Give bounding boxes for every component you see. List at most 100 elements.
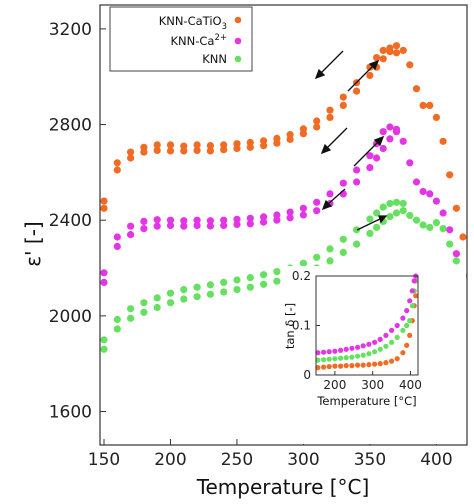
- data-point-knn-catio3-heating: [100, 204, 108, 212]
- data-point-knn-ca2-heating: [193, 221, 201, 230]
- data-point-knn-ca2-heating: [313, 207, 321, 215]
- data-point-knn-cooling: [140, 299, 148, 307]
- data-point-knn-ca2-cooling: [127, 222, 135, 230]
- data-point-knn-ca2-cooling: [339, 179, 347, 187]
- data-point-knn-heating: [260, 280, 268, 288]
- data-point-knn-ca2-cooling: [273, 211, 281, 219]
- inset-data-point-knn-ca2: [366, 341, 372, 347]
- data-point-knn-catio3-heating: [326, 113, 334, 121]
- data-point-knn-heating: [113, 325, 121, 333]
- data-point-knn-cooling: [220, 278, 228, 286]
- data-point-knn-ca2-cooling: [313, 198, 321, 206]
- inset-axes: 200 300 400 0 0.1 0.2: [292, 269, 422, 392]
- data-point-knn-catio3-cooling: [100, 197, 108, 205]
- inset-data-point-knn-catio3: [407, 332, 413, 338]
- data-point-knn-ca2-cooling: [220, 216, 228, 224]
- inset-data-point-knn: [321, 357, 327, 363]
- data-point-knn-catio3-heating: [459, 233, 467, 241]
- inset-data-point-knn: [326, 356, 332, 362]
- data-point-knn-catio3-cooling: [153, 141, 161, 149]
- inset-data-point-knn-catio3: [372, 361, 378, 367]
- data-point-knn-heating: [233, 286, 241, 294]
- data-point-knn-heating: [439, 225, 447, 233]
- data-point-knn-catio3-cooling: [386, 44, 394, 52]
- inset-data-point-knn-ca2: [321, 349, 327, 355]
- data-point-knn-ca2-cooling: [180, 217, 188, 225]
- data-point-knn-ca2-cooling: [386, 123, 394, 131]
- inset-data-point-knn-ca2: [383, 332, 389, 338]
- inset-x-tick-label: 200: [323, 378, 346, 392]
- data-point-knn-ca2-cooling: [113, 233, 121, 241]
- data-point-knn-ca2-cooling: [206, 217, 214, 225]
- inset-data-point-knn: [338, 355, 344, 361]
- data-point-knn-catio3-cooling: [373, 54, 381, 62]
- data-point-knn-cooling: [353, 226, 361, 234]
- inset-data-point-knn-catio3: [389, 358, 395, 364]
- main-plot-frame: [99, 4, 468, 446]
- data-point-knn-ca2-cooling: [140, 217, 148, 225]
- data-point-knn-catio3-cooling: [273, 134, 281, 142]
- data-point-knn-ca2-heating: [260, 218, 268, 226]
- data-point-knn-catio3-heating: [439, 137, 447, 145]
- data-point-knn-ca2-heating: [286, 214, 294, 222]
- data-point-knn-heating: [452, 257, 460, 265]
- inset-data-point-knn: [400, 327, 406, 333]
- data-point-knn-ca2-cooling: [233, 215, 241, 223]
- data-point-knn-heating: [166, 299, 175, 307]
- inset-data-point-knn-catio3: [326, 364, 332, 370]
- data-point-knn-catio3-cooling: [313, 117, 321, 125]
- data-point-knn-cooling: [180, 286, 188, 294]
- inset-data-point-knn-ca2: [355, 344, 361, 350]
- data-point-knn-ca2-cooling: [246, 214, 254, 222]
- x-tick-label: 350: [354, 450, 386, 470]
- data-point-knn-heating: [373, 223, 381, 231]
- direction-arrows: [314, 50, 388, 231]
- data-point-knn-ca2-heating: [166, 221, 175, 230]
- data-point-knn-ca2-cooling: [392, 125, 401, 133]
- inset-x-tick-label: 300: [361, 378, 384, 392]
- data-point-knn-catio3-cooling: [193, 141, 201, 149]
- data-point-knn-catio3-cooling: [140, 143, 148, 151]
- data-point-knn-ca2-heating: [452, 250, 460, 258]
- data-point-knn-catio3-heating: [193, 146, 201, 154]
- data-point-knn-cooling: [246, 274, 254, 282]
- inset-data-point-knn-ca2: [404, 308, 410, 314]
- inset-data-point-knn-catio3: [383, 360, 389, 366]
- data-point-knn-heating: [127, 314, 135, 322]
- data-point-knn-ca2-heating: [299, 211, 307, 219]
- data-point-knn-catio3-heating: [419, 101, 427, 109]
- inset-data-point-knn: [366, 351, 372, 357]
- inset-y-tick-label: 0: [303, 368, 311, 382]
- data-point-knn-ca2-heating: [419, 187, 427, 196]
- data-point-knn-catio3-heating: [379, 55, 387, 63]
- arrow-heating-catio3: [347, 59, 380, 92]
- data-point-knn-cooling: [373, 209, 381, 217]
- data-point-knn-cooling: [260, 271, 268, 279]
- data-point-knn-cooling: [386, 199, 394, 208]
- inset-data-point-knn-ca2: [315, 350, 321, 356]
- data-point-knn-ca2-heating: [406, 159, 414, 167]
- data-point-knn-cooling: [379, 203, 387, 211]
- data-point-knn-catio3-heating: [412, 85, 421, 93]
- data-point-knn-ca2-heating: [233, 220, 241, 229]
- legend-label-knn-catio3: KNN-CaTiO3: [159, 14, 227, 32]
- data-point-knn-cooling: [206, 281, 214, 289]
- data-point-knn-catio3-heating: [446, 171, 454, 179]
- inset-data-point-knn-ca2: [409, 288, 415, 294]
- data-point-knn-heating: [193, 293, 201, 301]
- data-point-knn-ca2-heating: [273, 216, 281, 224]
- x-tick-label: 200: [154, 450, 186, 470]
- inset-y-tick-label: 0.1: [292, 319, 311, 333]
- data-point-knn-cooling: [153, 294, 161, 302]
- y-tick-label: 1600: [49, 403, 92, 423]
- inset-chart: 200 300 400 0 0.1 0.2 Temperature [°C] tan δ …: [283, 266, 466, 444]
- data-point-knn-ca2-heating: [127, 231, 135, 239]
- inset-data-point-knn-catio3: [400, 350, 406, 356]
- inset-data-point-knn-ca2: [326, 349, 332, 355]
- inset-data-point-knn: [407, 318, 413, 324]
- x-axis-title: Temperature [°C]: [196, 475, 370, 499]
- data-point-knn-catio3-cooling: [180, 142, 188, 150]
- data-point-knn-catio3-cooling: [113, 159, 121, 167]
- data-point-knn-ca2-cooling: [326, 190, 334, 198]
